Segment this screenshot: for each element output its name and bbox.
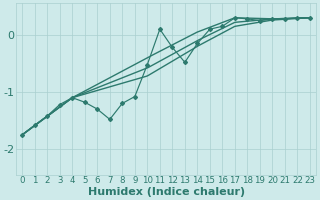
- X-axis label: Humidex (Indice chaleur): Humidex (Indice chaleur): [88, 187, 245, 197]
